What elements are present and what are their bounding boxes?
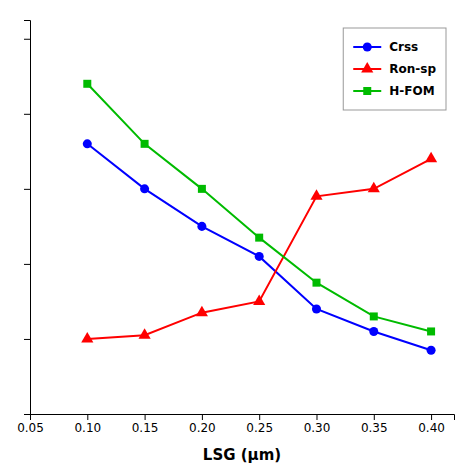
x-tick: 0.25	[246, 414, 273, 435]
y-tick	[24, 189, 30, 190]
legend-item: Crss	[353, 40, 418, 54]
x-tick-mark	[431, 414, 432, 420]
series-marker	[255, 234, 263, 242]
series-marker	[198, 185, 206, 193]
y-tick-mark	[24, 264, 30, 265]
series-marker	[196, 306, 208, 317]
x-tick-label: 0.30	[304, 421, 331, 435]
series-marker	[312, 304, 321, 313]
x-tick-mark	[202, 414, 203, 420]
y-tick-mark	[24, 189, 30, 190]
y-tick-mark	[24, 114, 30, 115]
x-tick-label: 0.25	[246, 421, 273, 435]
x-tick-label: 0.20	[189, 421, 216, 435]
x-tick-label: 0.05	[17, 421, 44, 435]
legend-label: Crss	[389, 40, 418, 54]
y-tick	[24, 264, 30, 265]
series-marker	[425, 152, 437, 163]
chart: 0.05 0.10 0.15 0.20 0.25 0.30 0.35 0.40 Crss Ron-…	[0, 0, 474, 474]
series-marker	[255, 252, 264, 261]
series-marker	[370, 312, 378, 320]
y-tick-mark	[24, 414, 30, 415]
series-marker	[197, 222, 206, 231]
legend-item: Ron-sp	[353, 62, 436, 76]
x-tick: 0.20	[189, 414, 216, 435]
series-marker	[139, 328, 151, 339]
x-axis: 0.05 0.10 0.15 0.20 0.25 0.30 0.35 0.40	[17, 414, 454, 435]
legend-label: H-FOM	[389, 84, 434, 98]
series-marker	[312, 279, 320, 287]
x-tick-label: 0.15	[132, 421, 159, 435]
series-marker	[427, 346, 436, 355]
plot: 0.05 0.10 0.15 0.20 0.25 0.30 0.35 0.40 Crss Ron-…	[17, 21, 454, 435]
x-axis-title: LSG (μm)	[203, 446, 281, 464]
y-tick	[24, 414, 30, 415]
x-tick: 0.35	[361, 414, 388, 435]
x-tick-label: 0.35	[361, 421, 388, 435]
y-tick	[24, 339, 30, 340]
series-line	[87, 144, 431, 350]
x-tick-mark	[145, 414, 146, 420]
x-tick: 0.40	[418, 414, 445, 435]
legend-marker	[363, 42, 372, 51]
x-tick-mark	[259, 414, 260, 420]
series-marker	[141, 140, 149, 148]
legend-marker	[363, 87, 371, 95]
y-axis-line	[24, 21, 31, 415]
y-axis	[24, 21, 31, 415]
legend-label: Ron-sp	[389, 62, 436, 76]
y-tick-mark	[24, 39, 30, 40]
series-marker	[427, 327, 435, 335]
x-tick-mark	[87, 414, 88, 420]
y-tick	[24, 39, 30, 40]
x-tick: 0.10	[74, 414, 101, 435]
x-tick: 0.05	[17, 414, 44, 435]
x-tick-label: 0.10	[74, 421, 101, 435]
x-tick-mark	[374, 414, 375, 420]
data-marks	[81, 80, 437, 355]
legend: Crss Ron-sp H-FOM	[343, 28, 446, 110]
x-tick-label: 0.40	[418, 421, 445, 435]
series-marker	[83, 80, 91, 88]
legend-item: H-FOM	[353, 84, 434, 98]
x-tick: 0.30	[304, 414, 331, 435]
series-marker	[83, 139, 92, 148]
series-marker	[310, 189, 322, 200]
legend-box	[343, 28, 446, 110]
x-axis-line	[31, 415, 455, 421]
series-marker	[369, 327, 378, 336]
x-tick-mark	[316, 414, 317, 420]
series-marker	[368, 182, 380, 193]
series-line	[87, 159, 431, 339]
legend-marker	[361, 62, 373, 73]
x-tick: 0.15	[132, 414, 159, 435]
series-marker	[140, 184, 149, 193]
series-marker	[81, 332, 93, 343]
series-line	[87, 84, 431, 332]
series-marker	[253, 294, 265, 305]
y-tick	[24, 114, 30, 115]
y-tick-mark	[24, 339, 30, 340]
